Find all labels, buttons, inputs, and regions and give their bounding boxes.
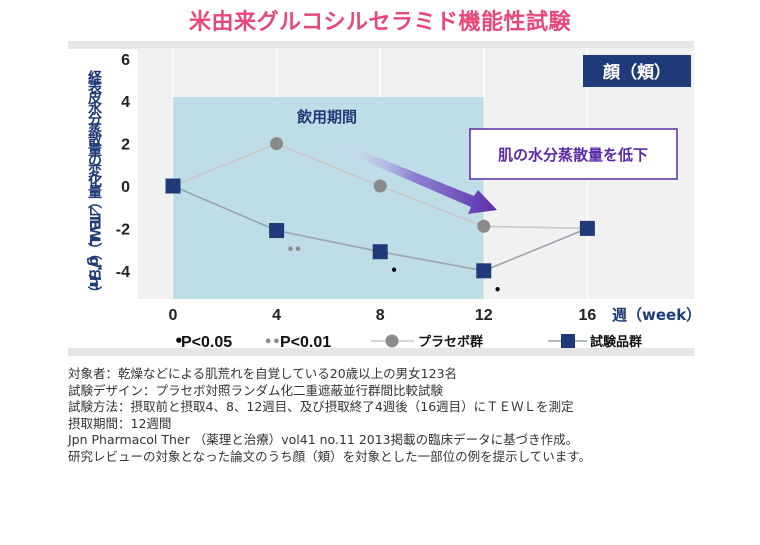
placebo-point xyxy=(270,137,284,151)
significance-mark: • xyxy=(390,264,398,278)
panel-label-box xyxy=(583,55,691,87)
significance-mark: •• xyxy=(287,243,302,257)
y-tick-label: 0 xyxy=(121,179,130,196)
y-tick-label: -4 xyxy=(116,264,130,281)
intake-period-label: 飲用期間 xyxy=(296,108,357,126)
y-axis-label: 経表皮水分蒸散量の変化量（⊿TEWL）（g/㎡/hr） xyxy=(86,69,103,300)
annotation-box xyxy=(469,128,678,180)
significance-mark: • xyxy=(494,283,502,297)
placebo-point xyxy=(373,179,387,193)
legend-label: プラセボ群 xyxy=(418,334,483,350)
note-line: 試験方法：摂取前と摂取4、8、12週目、及び摂取終了4週後（16週目）にＴＥＷＬ… xyxy=(68,399,574,415)
test-point xyxy=(476,263,492,279)
x-tick-label: 0 xyxy=(169,307,178,324)
chart-title: 米由来グルコシルセラミド機能性試験 xyxy=(188,10,572,35)
note-line: 対象者：乾燥などによる肌荒れを自覚している20歳以上の男女123名 xyxy=(68,366,458,381)
top-band xyxy=(68,41,694,49)
legend-label: P<0.01 xyxy=(280,334,331,351)
y-tick-label: 2 xyxy=(121,137,130,154)
note-line: 試験デザイン：プラセボ対照ランダム化二重遮蔽並行群間比較試験 xyxy=(68,382,444,398)
legend-marker xyxy=(561,334,575,348)
x-tick-label: 12 xyxy=(475,307,493,324)
legend-label: P<0.05 xyxy=(181,334,232,351)
test-point xyxy=(269,223,285,239)
panel-label: 顔（頬） xyxy=(602,62,671,83)
legend-mark: • xyxy=(174,332,184,350)
trend-arrow xyxy=(330,140,497,214)
x-tick-label: 16 xyxy=(579,307,597,324)
legend-label: 試験品群 xyxy=(590,334,642,350)
note-line: Jpn Pharmacol Ther （薬理と治療）vol41 no.11 20… xyxy=(68,432,579,448)
note-line: 摂取期間：12週間 xyxy=(68,415,172,431)
notes: 対象者：乾燥などによる肌荒れを自覚している20歳以上の男女123名 試験デザイン… xyxy=(68,366,591,466)
x-tick-label: 8 xyxy=(376,307,385,324)
y-tick-label: 6 xyxy=(121,52,130,69)
x-axis-label: 週（week） xyxy=(612,306,701,324)
annotation-text: 肌の水分蒸散量を低下 xyxy=(498,146,648,164)
note-line: 研究レビューの対象となった論文のうち顔（頬）を対象とした一部位の例を提示していま… xyxy=(68,448,592,464)
legend-mark: •• xyxy=(264,335,281,350)
bottom-band xyxy=(68,348,694,356)
y-tick-label: 4 xyxy=(121,94,130,111)
chart: 飲用期間 -4 -2 0 2 4 6 0 4 8 12 16 週（week） 経表皮水分蒸散量の変化量（⊿… xyxy=(68,41,701,356)
test-point xyxy=(579,220,595,236)
y-tick-label: -2 xyxy=(116,221,130,238)
intake-period-region xyxy=(173,97,484,299)
test-point xyxy=(372,244,388,260)
test-point xyxy=(165,178,181,194)
placebo-point xyxy=(477,219,491,233)
legend-marker xyxy=(385,334,399,348)
x-tick-label: 4 xyxy=(272,307,281,324)
